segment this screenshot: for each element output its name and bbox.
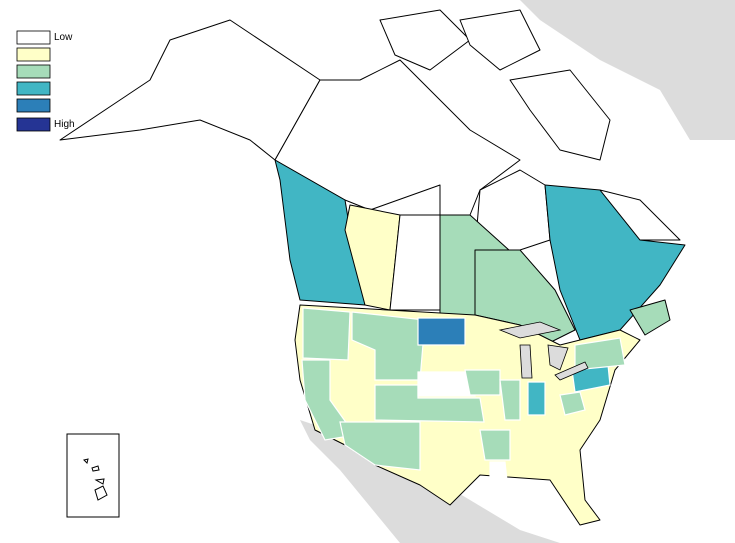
state [527,381,546,416]
legend-swatch [16,64,51,79]
maritimes [629,299,671,336]
labrador [599,189,681,241]
british-columbia [274,159,366,306]
inset-frame [66,433,120,518]
greenland [520,0,735,140]
legend-label: Low [54,32,73,43]
island [83,458,89,464]
state [559,391,586,416]
lake [547,344,569,371]
lake [498,321,562,339]
lake [554,361,589,381]
state [489,461,509,491]
legend-swatch [16,117,51,132]
arctic-island [509,69,611,161]
legend: Low High [16,30,75,132]
state [417,371,476,397]
island [91,465,100,472]
arctic-island [379,9,471,71]
canada-alaska [59,9,686,346]
legend-label: High [54,119,75,130]
state [479,429,511,461]
state [339,421,421,471]
united-states [294,304,641,526]
legend-swatch [16,81,51,96]
state [464,369,501,396]
arctic-island [459,9,541,71]
legend-swatch [16,30,51,45]
island [94,478,105,485]
island [94,485,108,501]
hawaii-inset [66,433,120,518]
alaska [59,19,321,161]
lake [519,344,533,379]
state [302,307,351,361]
state [499,379,521,421]
state [574,337,626,371]
state [417,317,466,346]
legend-swatch [16,47,51,62]
legend-swatch [16,98,51,113]
great-lakes [498,321,589,381]
alberta [344,204,401,311]
